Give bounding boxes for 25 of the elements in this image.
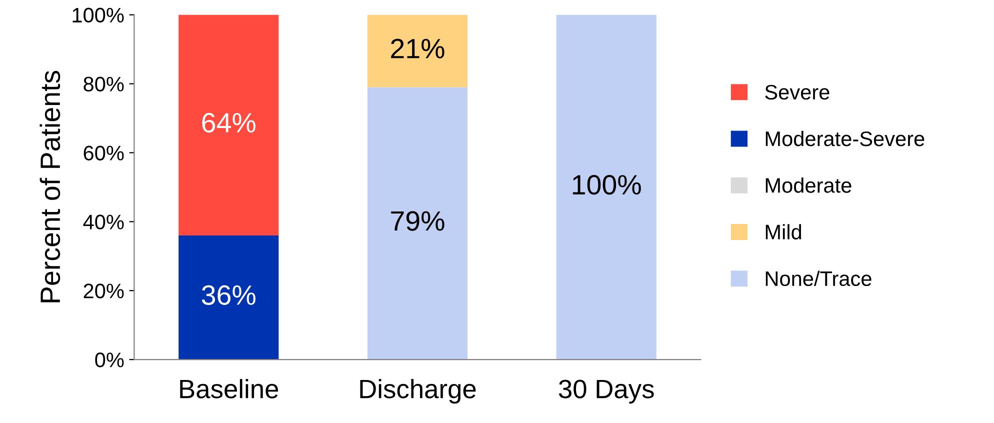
legend-label: Moderate <box>766 178 852 193</box>
y-axis-title: Percent of Patients <box>40 70 60 302</box>
data-label: 100% <box>572 174 641 195</box>
y-tick-label: 100% <box>72 8 124 23</box>
legend-label: Moderate-Severe <box>766 130 924 146</box>
bar <box>367 87 468 360</box>
y-tick-label: 80% <box>84 76 124 92</box>
data-label: 79% <box>391 211 444 231</box>
data-label: 64% <box>202 112 256 133</box>
x-tick-label: Discharge <box>360 378 476 404</box>
bar <box>178 14 279 236</box>
data-label: 21% <box>391 38 444 58</box>
y-tick-label: 60% <box>84 146 124 160</box>
bar <box>556 14 656 360</box>
y-tick-label: 20% <box>84 284 124 298</box>
legend-label: Mild <box>766 224 802 240</box>
legend-label: Severe <box>765 84 830 100</box>
bar <box>367 14 468 88</box>
legend-label: None/Trace <box>766 270 872 286</box>
x-tick-label: Baseline <box>180 378 278 398</box>
x-tick-label: 30 Days <box>558 380 654 404</box>
y-tick-label: 40% <box>83 214 124 230</box>
y-tick-label: 0% <box>95 352 124 368</box>
bar <box>178 235 279 360</box>
data-label: 36% <box>202 285 256 305</box>
